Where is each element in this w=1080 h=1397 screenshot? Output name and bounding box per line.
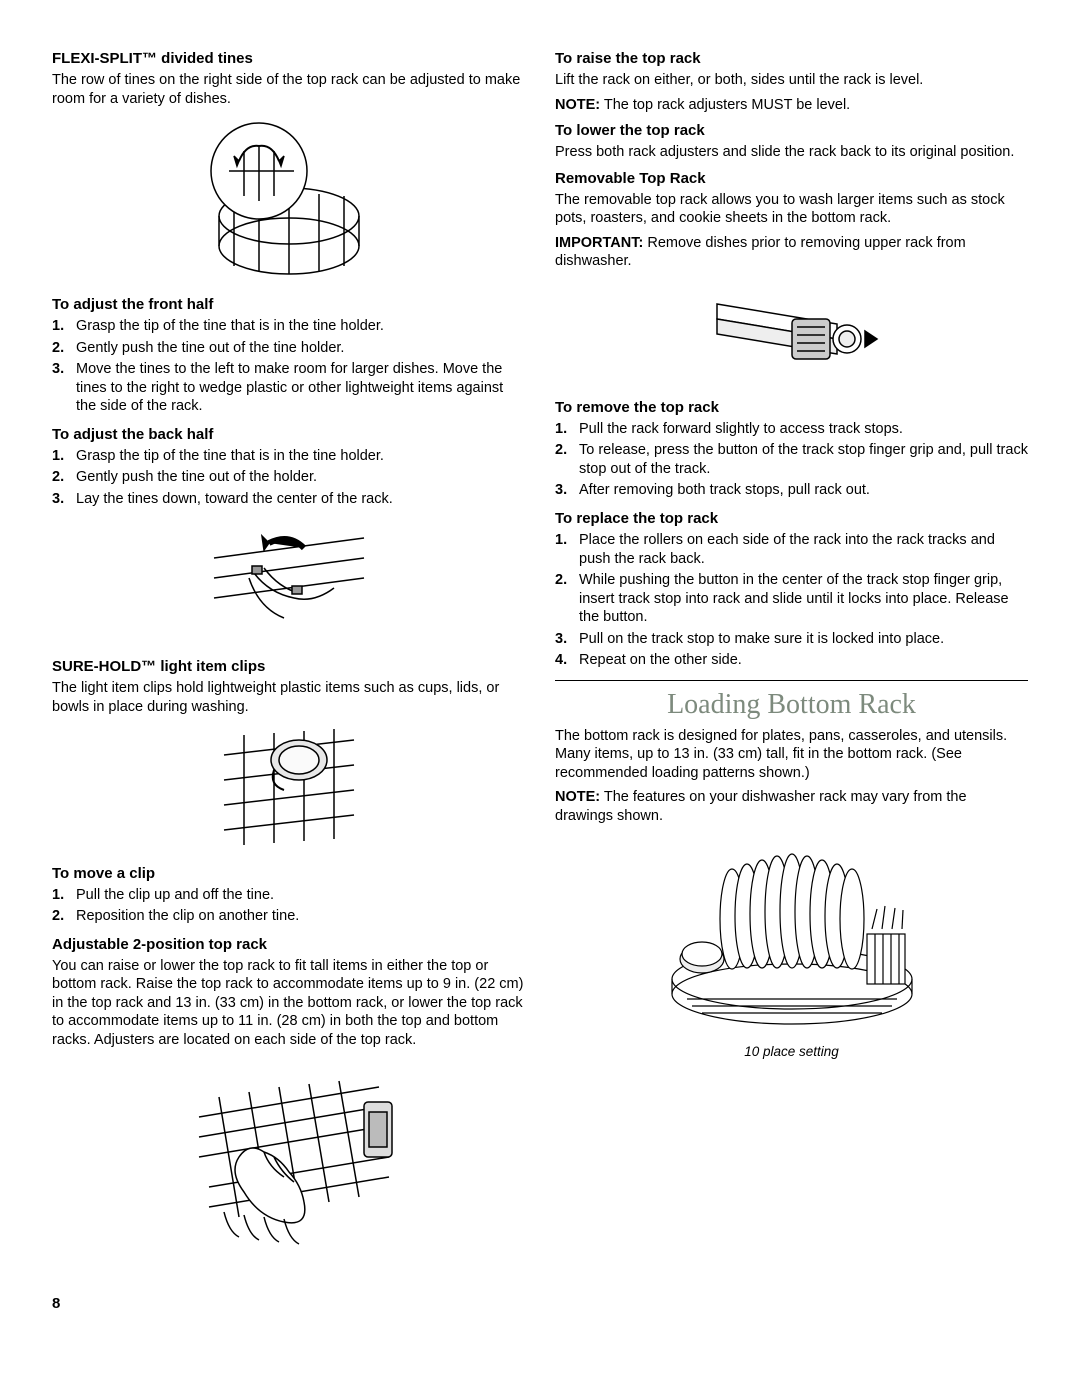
heading-removable-rack: Removable Top Rack: [555, 170, 1028, 187]
heading-adjust-back: To adjust the back half: [52, 426, 525, 443]
section-title-bottom-rack: Loading Bottom Rack: [555, 689, 1028, 721]
heading-raise-rack: To raise the top rack: [555, 50, 1028, 67]
para-flexi-split: The row of tines on the right side of th…: [52, 71, 525, 108]
heading-adjustable-rack: Adjustable 2-position top rack: [52, 936, 525, 953]
illustration-light-clips: [52, 725, 525, 855]
step: To release, press the button of the trac…: [555, 441, 1028, 478]
step: After removing both track stops, pull ra…: [555, 481, 1028, 500]
para-adjustable-rack: You can raise or lower the top rack to f…: [52, 957, 525, 1050]
step: Gently push the tine out of the holder.: [52, 468, 525, 487]
steps-remove-rack: Pull the rack forward slightly to access…: [555, 420, 1028, 500]
para-lower-rack: Press both rack adjusters and slide the …: [555, 143, 1028, 162]
para-removable-rack: The removable top rack allows you to was…: [555, 191, 1028, 228]
step: Pull the clip up and off the tine.: [52, 886, 525, 905]
step: Grasp the tip of the tine that is in the…: [52, 447, 525, 466]
heading-replace-rack: To replace the top rack: [555, 510, 1028, 527]
manual-page: FLEXI-SPLIT™ divided tines The row of ti…: [0, 0, 1080, 1352]
note-raise-rack: NOTE: The top rack adjusters MUST be lev…: [555, 96, 1028, 115]
page-number: 8: [52, 1295, 1028, 1312]
illustration-tines-down: [52, 518, 525, 648]
para-bottom-rack: The bottom rack is designed for plates, …: [555, 727, 1028, 783]
caption-bottom-rack: 10 place setting: [555, 1044, 1028, 1059]
heading-sure-hold: SURE-HOLD™ light item clips: [52, 658, 525, 675]
right-column: To raise the top rack Lift the rack on e…: [555, 50, 1028, 1267]
step: Gently push the tine out of the tine hol…: [52, 339, 525, 358]
left-column: FLEXI-SPLIT™ divided tines The row of ti…: [52, 50, 525, 1267]
steps-adjust-front: Grasp the tip of the tine that is in the…: [52, 317, 525, 416]
note-label: NOTE:: [555, 97, 600, 113]
important-label: IMPORTANT:: [555, 235, 643, 251]
step: Pull on the track stop to make sure it i…: [555, 630, 1028, 649]
heading-move-clip: To move a clip: [52, 865, 525, 882]
illustration-bottom-rack: [555, 834, 1028, 1034]
illustration-track-stop: [555, 279, 1028, 389]
heading-adjust-front: To adjust the front half: [52, 296, 525, 313]
step: Place the rollers on each side of the ra…: [555, 531, 1028, 568]
note-text: The top rack adjusters MUST be level.: [600, 97, 850, 113]
illustration-flexi-split: [52, 116, 525, 286]
step: Repeat on the other side.: [555, 651, 1028, 670]
heading-remove-rack: To remove the top rack: [555, 399, 1028, 416]
step: Move the tines to the left to make room …: [52, 360, 525, 416]
para-sure-hold: The light item clips hold lightweight pl…: [52, 679, 525, 716]
step: Pull the rack forward slightly to access…: [555, 420, 1028, 439]
step: Reposition the clip on another tine.: [52, 907, 525, 926]
steps-move-clip: Pull the clip up and off the tine. Repos…: [52, 886, 525, 926]
important-removable-rack: IMPORTANT: Remove dishes prior to removi…: [555, 234, 1028, 271]
para-raise-rack: Lift the rack on either, or both, sides …: [555, 71, 1028, 90]
step: Grasp the tip of the tine that is in the…: [52, 317, 525, 336]
steps-adjust-back: Grasp the tip of the tine that is in the…: [52, 447, 525, 509]
note-label: NOTE:: [555, 789, 600, 805]
heading-flexi-split: FLEXI-SPLIT™ divided tines: [52, 50, 525, 67]
note-text: The features on your dishwasher rack may…: [555, 789, 967, 824]
illustration-adjustable-rack: [52, 1057, 525, 1257]
heading-lower-rack: To lower the top rack: [555, 122, 1028, 139]
section-divider: [555, 680, 1028, 681]
step: While pushing the button in the center o…: [555, 571, 1028, 627]
two-column-layout: FLEXI-SPLIT™ divided tines The row of ti…: [52, 50, 1028, 1267]
note-bottom-rack: NOTE: The features on your dishwasher ra…: [555, 788, 1028, 825]
step: Lay the tines down, toward the center of…: [52, 490, 525, 509]
steps-replace-rack: Place the rollers on each side of the ra…: [555, 531, 1028, 670]
